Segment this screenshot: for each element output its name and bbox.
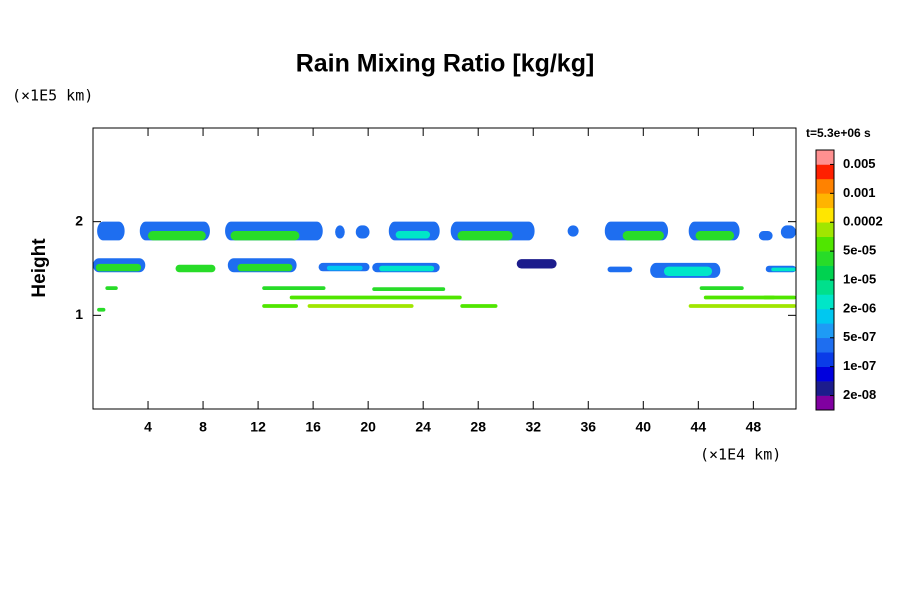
rain-patch [175, 264, 216, 273]
colorbar-label: 2e-08 [843, 387, 876, 402]
plot-frame [92, 127, 797, 410]
colorbar-swatch [816, 207, 834, 223]
colorbar-swatch [816, 178, 834, 194]
rain-patch [699, 286, 744, 291]
colorbar-label: 1e-07 [843, 358, 876, 373]
colorbar-swatch [816, 265, 834, 281]
x-tick-label: 44 [691, 419, 707, 435]
x-tick-label: 4 [144, 419, 152, 435]
rain-patch [355, 225, 370, 239]
rain-patch [771, 267, 796, 272]
rain-patch [97, 221, 125, 241]
x-tick-label: 24 [415, 419, 431, 435]
rain-patch [688, 304, 796, 308]
x-tick-label: 12 [250, 419, 266, 435]
colorbar-swatch [816, 308, 834, 324]
chart-title: Rain Mixing Ratio [kg/kg] [296, 50, 595, 78]
rain-patch [762, 295, 796, 300]
rain-patch [326, 265, 363, 271]
rain-patch [307, 304, 414, 308]
rain-patch [262, 304, 298, 308]
rain-patch [230, 231, 300, 241]
rain-patch [703, 295, 776, 300]
x-tick-label: 16 [305, 419, 321, 435]
rain-patch [372, 287, 446, 291]
rain-patch [379, 265, 435, 272]
colorbar-swatch [816, 280, 834, 295]
x-tick-label: 28 [470, 419, 486, 435]
rain-patch [695, 231, 735, 241]
y-axis-label: Height [29, 238, 50, 298]
plot-area [93, 221, 796, 312]
y-tick-label: 2 [75, 212, 83, 228]
colorbar-swatch [816, 150, 834, 165]
rain-patch [289, 295, 462, 300]
x-tick-label: 20 [360, 419, 376, 435]
rain-patch [663, 266, 713, 276]
colorbar-swatch [816, 294, 834, 310]
colorbar-swatch [816, 395, 834, 411]
rain-patch [780, 225, 796, 239]
colorbar-label: 0.0002 [843, 214, 883, 229]
x-tick-label: 32 [525, 419, 541, 435]
y-unit: (×1E5 km) [12, 87, 93, 105]
rain-patch [95, 263, 142, 272]
colorbar-swatch [816, 352, 834, 367]
rain-patch [460, 304, 498, 308]
rain-patch [567, 225, 579, 237]
colorbar-label: 0.001 [843, 185, 876, 200]
colorbar-swatch [816, 193, 834, 209]
colorbar-swatch [816, 337, 834, 353]
colorbar-swatch [816, 236, 834, 252]
rain-patch [457, 231, 513, 241]
colorbar-swatch [816, 366, 834, 382]
colorbar-label: 1e-05 [843, 271, 876, 286]
colorbar-label: 5e-05 [843, 243, 876, 258]
rain-patch [516, 259, 557, 269]
rain-patch [237, 263, 293, 272]
x-unit: (×1E4 km) [700, 446, 781, 464]
x-tick-label: 40 [636, 419, 652, 435]
colorbar-swatch [816, 164, 834, 180]
colorbar-swatch [816, 323, 834, 339]
rain-patch [105, 286, 118, 291]
rain-patch [97, 307, 106, 312]
colorbar-label: 0.005 [843, 156, 876, 171]
rain-patch [758, 231, 773, 241]
colorbar-swatch [816, 222, 834, 237]
colorbar-label: 2e-06 [843, 300, 876, 315]
rain-patch [622, 231, 664, 241]
rain-patch [607, 266, 633, 273]
rain-patch [335, 225, 345, 239]
colorbar-label: 5e-07 [843, 329, 876, 344]
colorbar-swatch [816, 381, 834, 396]
colorbar-swatch [816, 251, 834, 266]
x-tick-label: 8 [199, 419, 207, 435]
rain-patch [148, 231, 206, 241]
y-tick-label: 1 [75, 306, 83, 322]
time-label: t=5.3e+06 s [806, 126, 871, 140]
x-tick-label: 48 [746, 419, 762, 435]
x-tick-label: 36 [580, 419, 596, 435]
rain-patch [262, 286, 326, 291]
rain-patch [395, 231, 431, 239]
